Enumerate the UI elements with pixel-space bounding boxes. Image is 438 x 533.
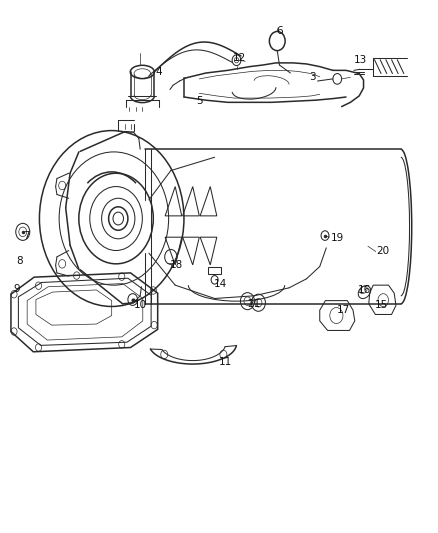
- Text: 21: 21: [247, 299, 261, 309]
- Text: 16: 16: [358, 286, 371, 295]
- Text: 18: 18: [170, 261, 183, 270]
- Text: 5: 5: [196, 96, 203, 106]
- Text: 3: 3: [309, 72, 315, 82]
- Text: 12: 12: [233, 53, 246, 62]
- Text: 14: 14: [214, 279, 227, 289]
- Text: 13: 13: [354, 55, 367, 64]
- Text: 10: 10: [134, 300, 147, 310]
- Text: 4: 4: [155, 67, 162, 77]
- Text: 6: 6: [276, 26, 283, 36]
- Text: 17: 17: [336, 305, 350, 315]
- Text: 8: 8: [17, 256, 23, 266]
- Text: 7: 7: [23, 231, 29, 240]
- Text: 19: 19: [331, 233, 344, 243]
- Text: 11: 11: [219, 358, 232, 367]
- Text: 9: 9: [13, 284, 20, 294]
- Text: 15: 15: [374, 300, 388, 310]
- Text: 20: 20: [377, 246, 390, 255]
